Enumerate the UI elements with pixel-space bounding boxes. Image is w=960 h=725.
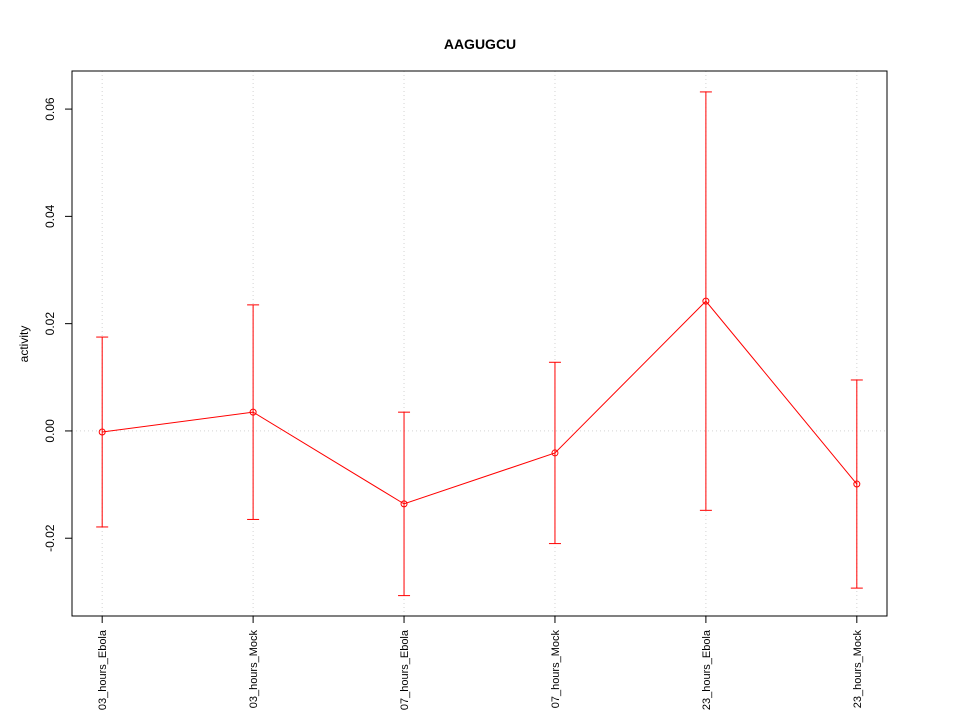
- y-tick-label: -0.02: [43, 524, 57, 552]
- point: [551, 449, 559, 457]
- point: [249, 408, 257, 416]
- point: [702, 297, 710, 305]
- y-axis-label: activity: [17, 326, 31, 363]
- point: [853, 480, 861, 488]
- x-tick-label: 07_hours_Ebola: [399, 629, 411, 710]
- point: [400, 500, 408, 508]
- x-tick-label: 03_hours_Ebola: [97, 629, 109, 710]
- y-tick-label: 0.00: [43, 419, 57, 443]
- plot-frame: [71, 70, 888, 617]
- x-tick-label: 23_hours_Mock: [852, 630, 864, 709]
- y-tick-label: 0.06: [43, 97, 57, 121]
- point: [98, 428, 106, 436]
- x-tick-label: 07_hours_Mock: [550, 630, 562, 709]
- series-line: [102, 300, 858, 505]
- x-tick-label: 23_hours_Ebola: [701, 629, 713, 710]
- y-tick-label: 0.02: [43, 312, 57, 336]
- chart-title: AAGUGCU: [444, 36, 516, 52]
- x-tick-label: 03_hours_Mock: [248, 630, 260, 709]
- y-tick-label: 0.04: [43, 204, 57, 228]
